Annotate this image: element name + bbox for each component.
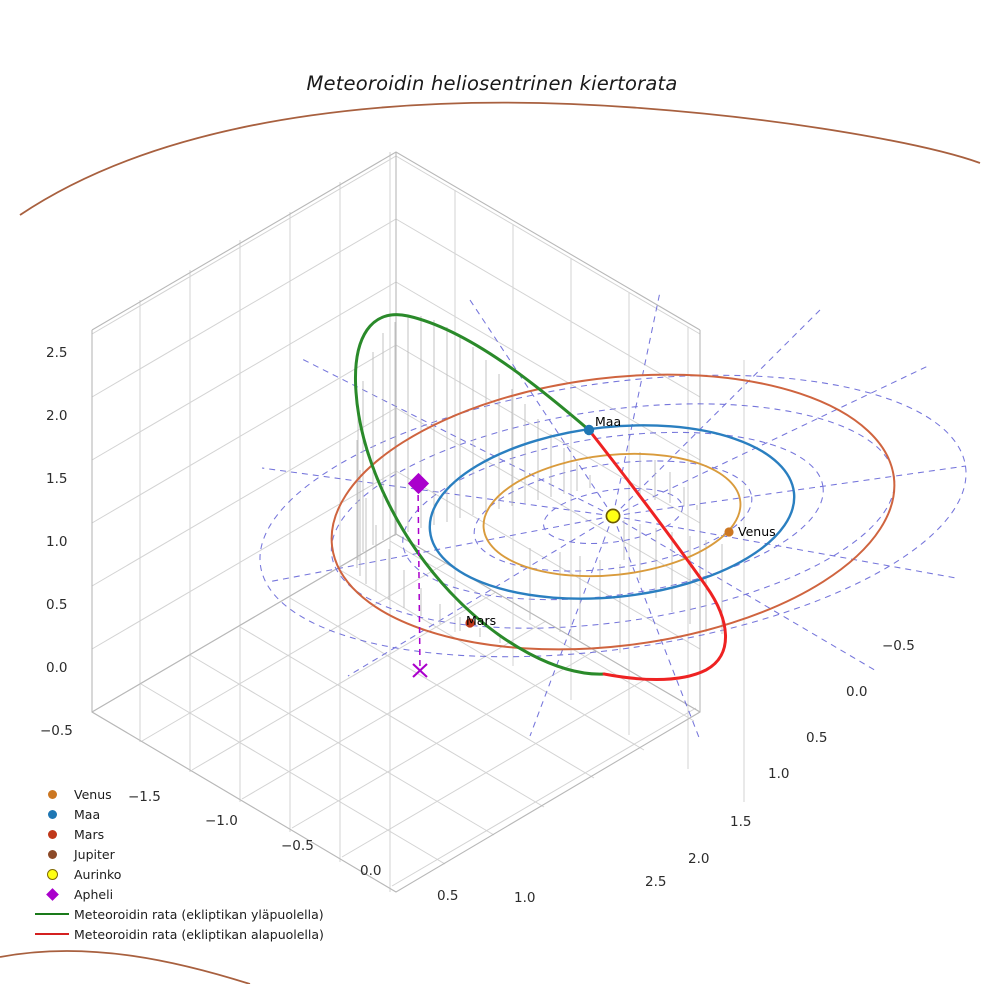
- red-line-icon: [30, 933, 74, 935]
- z-tick-4: 0.5: [46, 597, 68, 613]
- legend-item-orbit-above: Meteoroidin rata (ekliptikan yläpuolella…: [30, 904, 350, 924]
- aphelion-dropline: [417, 483, 421, 671]
- x-tick-5: 1.0: [514, 890, 536, 906]
- label-mars: Mars: [466, 613, 497, 628]
- legend-item-maa: Maa: [30, 804, 350, 824]
- legend-label: Maa: [74, 806, 101, 822]
- y-tick-3: 1.0: [768, 766, 790, 782]
- y-tick-0: 2.5: [645, 874, 667, 890]
- legend: Venus Maa Mars Jupiter Aurinko Aphe: [30, 784, 350, 944]
- legend-label: Meteoroidin rata (ekliptikan yläpuolella…: [74, 906, 324, 922]
- x-tick-4: 0.5: [437, 888, 459, 904]
- jupiter-orbit-lower: [0, 950, 251, 984]
- jupiter-orbit: [19, 101, 981, 216]
- x-tick-0: −1.5: [128, 789, 161, 805]
- aphelion-diamond-icon: [30, 887, 74, 901]
- jupiter-dot-icon: [30, 849, 74, 859]
- legend-label: Venus: [74, 786, 112, 802]
- legend-label: Apheli: [74, 886, 114, 902]
- legend-label: Jupiter: [74, 846, 115, 862]
- z-tick-1: 2.0: [46, 408, 68, 424]
- y-tick-4: 0.5: [806, 730, 828, 746]
- label-venus: Venus: [738, 524, 776, 539]
- z-tick-6: −0.5: [40, 723, 73, 739]
- legend-label: Aurinko: [74, 866, 122, 882]
- mars-marker: [465, 618, 475, 628]
- legend-item-mars: Mars: [30, 824, 350, 844]
- sun-marker: [605, 508, 621, 524]
- earth-marker: [583, 424, 595, 436]
- legend-item-apheli: Apheli: [30, 884, 350, 904]
- z-tick-0: 2.5: [46, 345, 68, 361]
- z-tick-2: 1.5: [46, 471, 68, 487]
- y-tick-5: 0.0: [846, 684, 868, 700]
- green-line-icon: [30, 913, 74, 915]
- x-tick-3: 0.0: [360, 863, 382, 879]
- x-tick-2: −0.5: [281, 838, 314, 854]
- legend-item-aurinko: Aurinko: [30, 864, 350, 884]
- legend-label: Meteoroidin rata (ekliptikan alapuolella…: [74, 926, 324, 942]
- y-tick-6: −0.5: [882, 638, 915, 654]
- y-tick-1: 2.0: [688, 851, 710, 867]
- venus-orbit: [482, 452, 742, 578]
- label-maa: Maa: [595, 414, 622, 429]
- z-tick-5: 0.0: [46, 660, 68, 676]
- meteoroid-orbit-below: [587, 428, 727, 681]
- legend-item-jupiter: Jupiter: [30, 844, 350, 864]
- mars-orbit: [330, 373, 896, 651]
- earth-dot-icon: [30, 809, 74, 819]
- meteoroid-orbit-above: [353, 313, 606, 676]
- mars-dot-icon: [30, 829, 74, 839]
- sun-icon: [30, 868, 74, 880]
- aphelion-projection-x: [412, 663, 428, 678]
- venus-marker: [724, 527, 734, 537]
- z-tick-3: 1.0: [46, 534, 68, 550]
- page-title: Meteoroidin heliosentrinen kiertorata: [306, 72, 678, 95]
- y-tick-2: 1.5: [730, 814, 752, 830]
- earth-orbit: [428, 424, 796, 600]
- venus-dot-icon: [30, 789, 74, 799]
- legend-item-venus: Venus: [30, 784, 350, 804]
- x-tick-1: −1.0: [205, 813, 238, 829]
- legend-label: Mars: [74, 826, 105, 842]
- legend-item-orbit-below: Meteoroidin rata (ekliptikan alapuolella…: [30, 924, 350, 944]
